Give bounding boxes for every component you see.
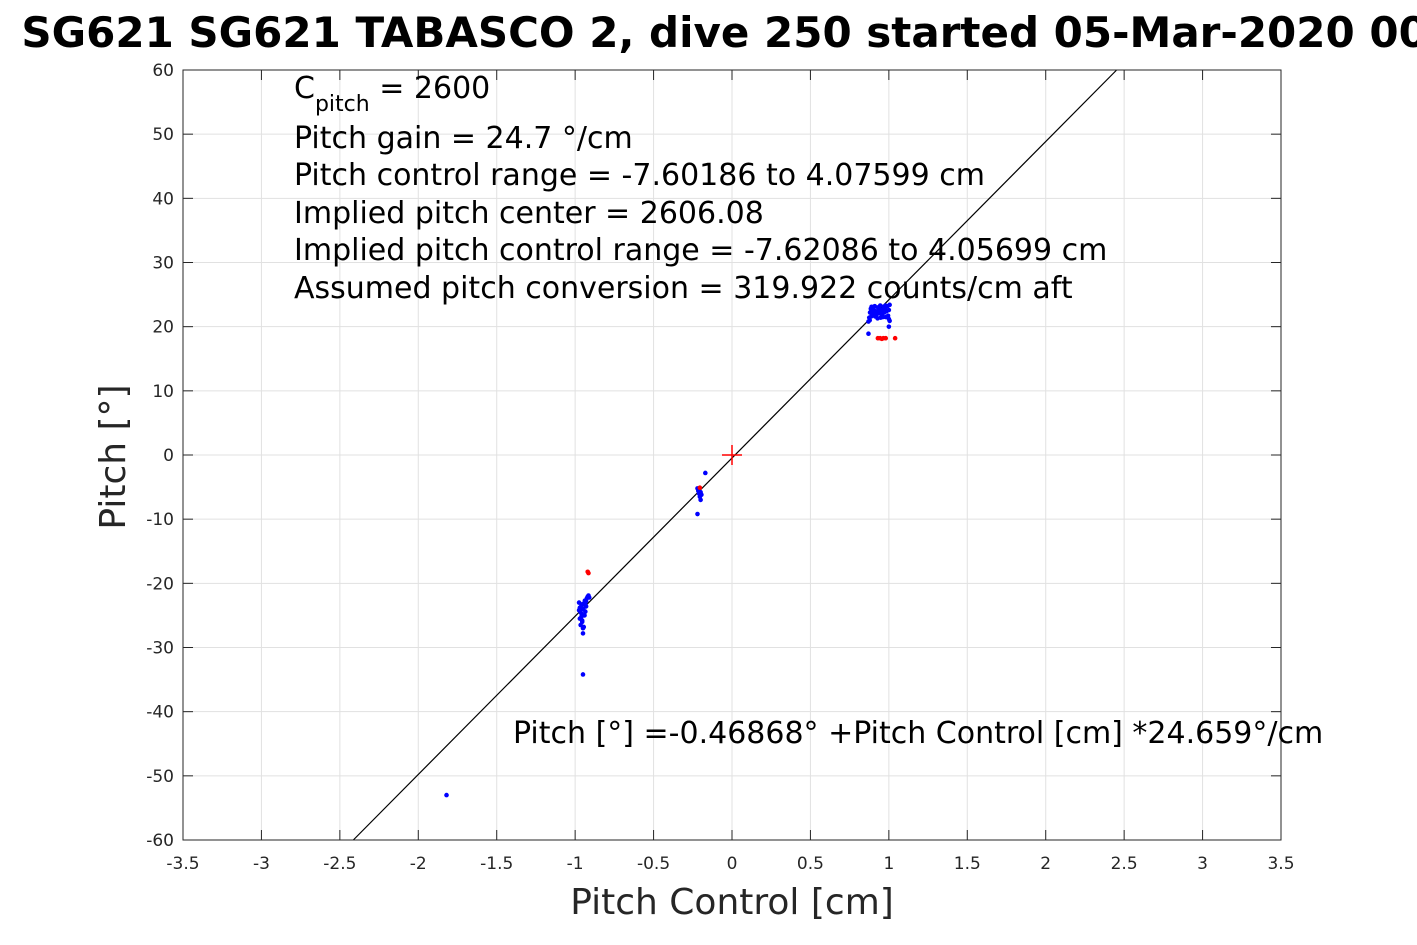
blue-data-point xyxy=(576,600,582,605)
y-tick-label: -10 xyxy=(146,510,174,530)
blue-data-point xyxy=(867,317,873,323)
x-axis-label: Pitch Control [cm] xyxy=(570,882,894,923)
y-tick-label: -50 xyxy=(146,767,174,787)
y-tick-label: -40 xyxy=(146,703,174,723)
blue-data-point xyxy=(699,492,704,498)
y-tick-label: 50 xyxy=(152,125,174,145)
x-tick-label: -0.5 xyxy=(637,854,670,874)
c-pitch-value: = 2600 xyxy=(370,71,491,106)
x-tick-label: -2 xyxy=(410,854,427,874)
blue-data-point xyxy=(880,314,886,320)
x-tick-label: -1.5 xyxy=(480,854,513,874)
plot-frame xyxy=(182,69,1282,841)
x-tick-label: -2.5 xyxy=(323,854,356,874)
blue-data-point xyxy=(580,631,586,636)
blue-data-point xyxy=(868,314,874,319)
y-tick-label: -20 xyxy=(146,574,174,594)
red-data-point xyxy=(586,570,591,576)
y-tick-label: -60 xyxy=(146,831,174,851)
blue-data-point xyxy=(695,511,700,517)
blue-data-point xyxy=(886,324,892,329)
blue-data-point xyxy=(703,470,708,476)
x-tick-label: 3.5 xyxy=(1267,854,1294,874)
data-points-layer xyxy=(444,302,898,798)
x-tick-label: 3 xyxy=(1197,854,1208,874)
chart-title: SG621 SG621 TABASCO 2, dive 250 started … xyxy=(21,8,1417,57)
blue-data-point xyxy=(583,604,589,609)
regression-equation: Pitch [°] =-0.46868° +Pitch Control [cm]… xyxy=(513,716,1323,751)
pitch-control-range-annotation: Pitch control range = -7.60186 to 4.0759… xyxy=(294,158,985,193)
red-data-point xyxy=(697,485,703,491)
blue-data-point xyxy=(581,624,587,630)
x-tick-label: 2 xyxy=(1040,854,1051,874)
blue-data-point xyxy=(866,331,871,337)
y-tick-label: 30 xyxy=(152,254,174,274)
blue-data-point xyxy=(580,672,586,677)
blue-data-point xyxy=(870,305,876,310)
y-tick-label: 10 xyxy=(152,382,174,402)
y-axis-label: Pitch [°] xyxy=(93,384,134,529)
red-data-point xyxy=(892,335,898,341)
blue-data-point xyxy=(583,609,588,614)
center-marker-layer xyxy=(722,445,742,465)
blue-data-point xyxy=(582,598,588,603)
blue-data-point xyxy=(883,303,888,308)
x-tick-label: 0.5 xyxy=(797,854,824,874)
blue-data-point xyxy=(698,497,703,503)
axis-ticks: -3.5 -3 -2.5 -2 -1.5 -1 -0.5 0 0.5 1 1.5 2 2.5 3 3.5 -6… xyxy=(146,61,1294,874)
x-tick-label: 1 xyxy=(883,854,894,874)
y-tick-label: 60 xyxy=(152,61,174,81)
y-tick-label: 40 xyxy=(152,189,174,209)
y-tick-label: 0 xyxy=(163,446,174,466)
blue-data-point xyxy=(887,302,892,308)
y-tick-label: -30 xyxy=(146,639,174,659)
x-tick-label: 0 xyxy=(727,854,738,874)
blue-data-point xyxy=(579,618,585,623)
y-tick-label: 20 xyxy=(152,318,174,338)
pitch-gain-annotation: Pitch gain = 24.7 °/cm xyxy=(294,121,633,156)
c-pitch-annotation: Cpitch = 2600 xyxy=(294,71,490,117)
c-pitch-symbol: C xyxy=(294,71,315,106)
blue-data-point xyxy=(444,792,449,798)
x-tick-label: -1 xyxy=(567,854,584,874)
x-tick-label: -3.5 xyxy=(166,854,199,874)
blue-data-point xyxy=(576,607,582,613)
c-pitch-subscript: pitch xyxy=(315,92,370,117)
assumed-pitch-conversion-annotation: Assumed pitch conversion = 319.922 count… xyxy=(294,271,1073,306)
blue-data-point xyxy=(582,613,587,618)
red-data-point xyxy=(883,335,889,341)
implied-pitch-control-range-annotation: Implied pitch control range = -7.62086 t… xyxy=(294,233,1107,268)
implied-pitch-center-annotation: Implied pitch center = 2606.08 xyxy=(294,196,764,231)
x-tick-label: 1.5 xyxy=(954,854,981,874)
blue-data-point xyxy=(887,318,892,324)
x-tick-label: -3 xyxy=(253,854,270,874)
blue-data-point xyxy=(586,595,592,600)
blue-data-point xyxy=(886,307,892,313)
x-tick-label: 2.5 xyxy=(1111,854,1138,874)
